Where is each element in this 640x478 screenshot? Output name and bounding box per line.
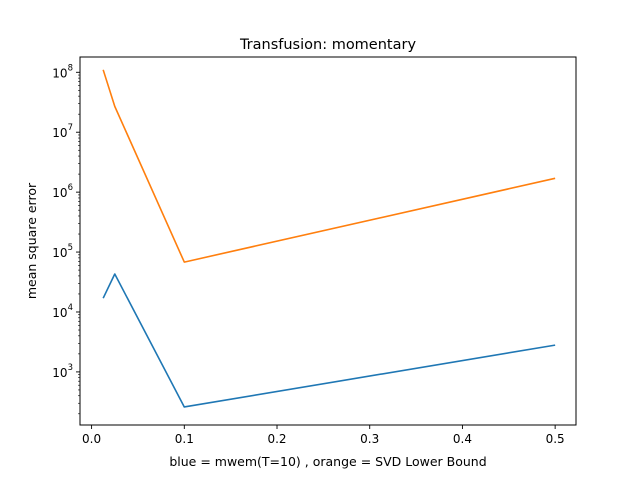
x-tick-label: 0.4 xyxy=(453,432,472,446)
series-lines xyxy=(102,69,556,408)
x-tick-label: 0.0 xyxy=(82,432,101,446)
y-tick-label: 103 xyxy=(52,363,73,380)
x-tick-label: 0.3 xyxy=(360,432,379,446)
x-tick-label: 0.5 xyxy=(546,432,565,446)
chart-title: Transfusion: momentary xyxy=(239,37,417,53)
y-tick-label: 104 xyxy=(52,303,73,320)
y-tick-label: 107 xyxy=(52,123,73,140)
y-tick-label: 106 xyxy=(52,183,73,200)
x-tick-label: 0.2 xyxy=(267,432,286,446)
series-line-1 xyxy=(102,69,556,263)
y-tick-label: 108 xyxy=(52,63,73,80)
series-line-0 xyxy=(102,273,556,408)
y-tick-label: 105 xyxy=(52,243,73,260)
x-tick-label: 0.1 xyxy=(175,432,194,446)
x-axis: 0.0 0.1 0.2 0.3 0.4 0.5 xyxy=(82,425,565,446)
x-axis-label: blue = mwem(T=10) , orange = SVD Lower B… xyxy=(169,454,486,469)
plot-frame xyxy=(79,56,577,426)
y-axis-label: mean square error xyxy=(24,182,39,299)
y-axis: 103 104 105 106 107 108 xyxy=(52,63,80,415)
